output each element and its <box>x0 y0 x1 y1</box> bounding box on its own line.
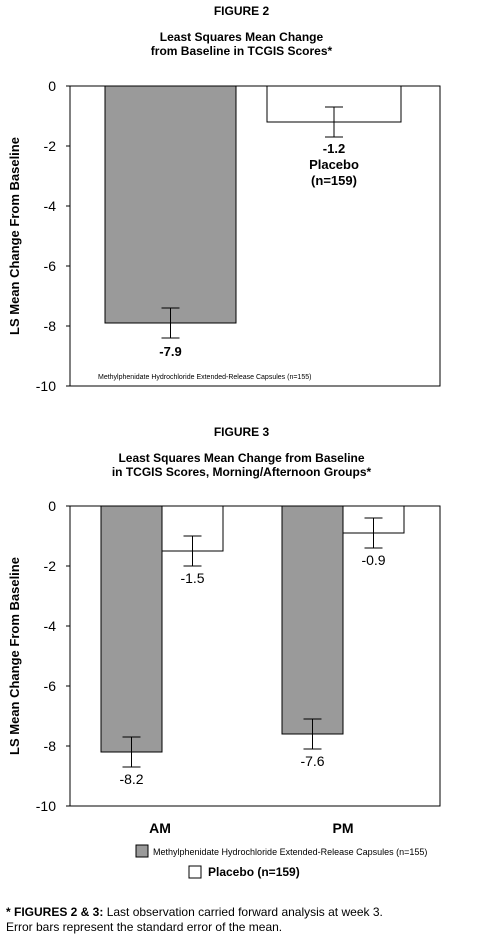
plot-frame <box>69 85 441 387</box>
legend-drug-label: Methylphenidate Hydrochloride Extended-R… <box>98 374 311 381</box>
figure3-title-line2: in TCGIS Scores, Morning/Afternoon Group… <box>111 465 372 479</box>
figure3-title: Least Squares Mean Change from Baseline … <box>0 451 483 479</box>
legend-drug-label: Methylphenidate Hydrochloride Extended-R… <box>153 847 427 857</box>
legend-drug-swatch <box>135 844 149 858</box>
x-category-label: PM <box>333 820 354 836</box>
plot-frame <box>69 505 441 807</box>
footnote-line2: Error bars represent the standard error … <box>6 920 283 934</box>
data-label-drug: -7.6 <box>300 753 324 769</box>
figure3-title-line1: Least Squares Mean Change from Baseline <box>118 451 365 465</box>
y-tick-label: -6 <box>44 678 57 694</box>
figure2-chart: 0 -2 -4 -6 -8 -10 LS Mean Change From Baseline… <box>7 78 441 394</box>
legend-placebo-swatch <box>188 865 202 879</box>
bar-drug <box>104 85 237 324</box>
y-tick-label: -2 <box>44 558 57 574</box>
y-tick-label: 0 <box>48 498 56 514</box>
y-tick-label: -4 <box>44 198 57 214</box>
placebo-name-label: Placebo <box>309 157 359 172</box>
data-label-drug: -7.9 <box>159 344 181 359</box>
y-tick-label: -4 <box>44 618 57 634</box>
figure2-title-line1: Least Squares Mean Change <box>159 30 324 44</box>
y-tick-label: -8 <box>44 738 57 754</box>
y-tick-label: -10 <box>36 378 56 394</box>
figure2-title-line2: from Baseline in TCGIS Scores* <box>150 44 333 58</box>
data-label-placebo: -1.5 <box>180 570 204 586</box>
figure3-chart: 0 -2 -4 -6 -8 -10 LS Mean Change From Baseline… <box>7 498 441 879</box>
y-axis-label: LS Mean Change From Baseline <box>7 137 22 335</box>
footnote: * FIGURES 2 & 3: Last observation carrie… <box>6 905 476 935</box>
y-tick-label: 0 <box>48 78 56 94</box>
y-tick-label: -8 <box>44 318 57 334</box>
placebo-n-label: (n=159) <box>311 173 357 188</box>
y-axis-label: LS Mean Change From Baseline <box>7 557 22 755</box>
y-tick-label: -10 <box>36 798 56 814</box>
legend-placebo-label: Placebo (n=159) <box>208 865 300 879</box>
footnote-prefix: * FIGURES 2 & 3: <box>6 905 104 919</box>
y-tick-label: -6 <box>44 258 57 274</box>
bar-drug <box>100 505 163 753</box>
figure2-title: Least Squares Mean Change from Baseline … <box>0 30 483 58</box>
x-category-label: AM <box>149 820 171 836</box>
data-label-placebo: -1.2 <box>323 141 345 156</box>
data-label-placebo: -0.9 <box>361 552 385 568</box>
y-tick-label: -2 <box>44 138 57 154</box>
footnote-line1-text: Last observation carried forward analysi… <box>103 905 383 919</box>
bar-drug <box>281 505 344 735</box>
figure3-label: FIGURE 3 <box>213 425 270 439</box>
footnote-line1: * FIGURES 2 & 3: Last observation carrie… <box>6 905 476 920</box>
data-label-drug: -8.2 <box>119 771 143 787</box>
figure2-label: FIGURE 2 <box>213 4 270 18</box>
